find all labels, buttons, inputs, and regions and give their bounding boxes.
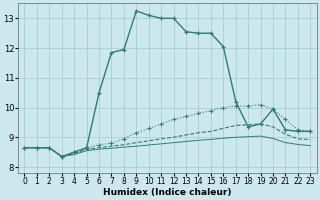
X-axis label: Humidex (Indice chaleur): Humidex (Indice chaleur) [103,188,232,197]
